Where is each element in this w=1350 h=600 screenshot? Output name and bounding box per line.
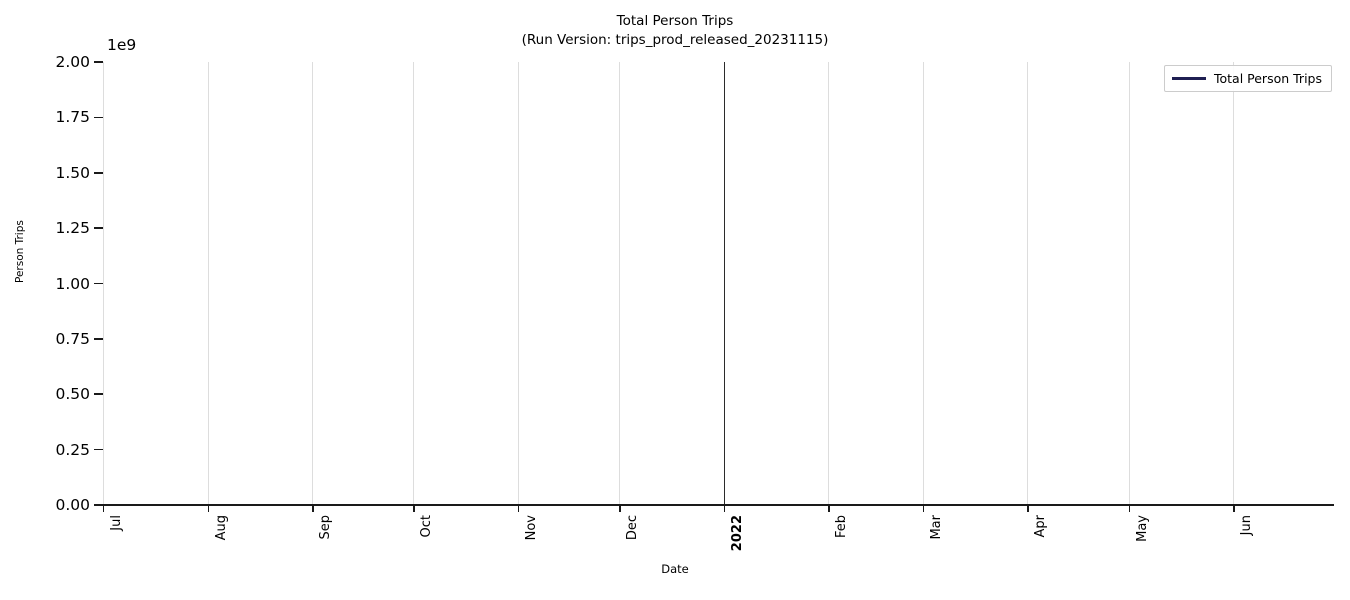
x-tick-label-apr: Apr — [1033, 515, 1049, 538]
chart-title-line-1: Total Person Trips — [616, 13, 734, 29]
x-tick-mark-nov — [517, 505, 520, 512]
x-tick-mark-2022 — [723, 505, 726, 512]
gridline-nov — [517, 62, 519, 505]
gridline-2022 — [723, 62, 725, 505]
gridline-mar — [922, 62, 924, 505]
x-tick-label-sep: Sep — [318, 515, 334, 540]
x-tick-mark-may — [1128, 505, 1130, 512]
gridline-feb — [828, 62, 830, 505]
legend-swatch-total-person-trips — [1171, 76, 1206, 81]
plot-area: 0.00 0.25 0.50 0.75 1.00 1.25 1.50 1.75 2.00 Jul… — [55, 53, 1334, 551]
y-tick-label-1.50: 1.50 — [55, 163, 90, 182]
x-tick-mark-jun — [1233, 505, 1235, 512]
y-tick-mark-1.25 — [94, 227, 103, 229]
x-tick-mark-apr — [1027, 505, 1029, 512]
gridline-apr — [1027, 62, 1029, 505]
x-tick-label-oct: Oct — [419, 515, 435, 538]
gridline-aug — [207, 62, 209, 505]
y-axis-offset-text: 1e9 — [107, 36, 137, 54]
x-tick-mark-feb — [828, 505, 830, 512]
x-tick-label-jul: Jul — [109, 515, 124, 531]
y-tick-label-1.00: 1.00 — [55, 274, 90, 293]
gridline-may — [1128, 62, 1130, 505]
chart-legend[interactable]: Total Person Trips — [1163, 65, 1332, 92]
gridline-oct — [413, 62, 415, 505]
y-tick-mark-1.50 — [94, 171, 103, 174]
y-tick-mark-2.00 — [94, 61, 103, 63]
x-tick-mark-sep — [312, 505, 314, 512]
y-tick-mark-0.25 — [94, 448, 103, 451]
x-tick-label-mar: Mar — [928, 515, 944, 540]
y-tick-label-0.75: 0.75 — [55, 329, 90, 348]
chart-title: Total Person Trips (Run Version: trips_p… — [0, 12, 1350, 50]
x-tick-mark-jul — [103, 505, 105, 512]
y-tick-label-1.75: 1.75 — [55, 108, 90, 127]
y-tick-mark-1.00 — [94, 282, 103, 285]
y-tick-label-0.50: 0.50 — [55, 385, 90, 404]
y-tick-label-0.00: 0.00 — [55, 496, 90, 514]
y-tick-label-2.00: 2.00 — [55, 53, 90, 71]
gridline-jul — [103, 62, 104, 505]
x-tick-label-may: May — [1134, 515, 1150, 542]
gridline-dec — [619, 62, 621, 505]
x-tick-mark-aug — [207, 505, 209, 512]
x-tick-label-dec: Dec — [625, 515, 641, 541]
y-tick-mark-1.75 — [94, 116, 103, 119]
x-tick-label-aug: Aug — [213, 515, 229, 541]
x-tick-label-feb: Feb — [834, 515, 850, 539]
y-axis-label: Person Trips — [14, 220, 26, 283]
y-tick-mark-0.50 — [94, 393, 103, 396]
y-tick-label-0.25: 0.25 — [55, 440, 90, 459]
x-tick-mark-dec — [619, 505, 621, 512]
x-axis-label: Date — [661, 562, 689, 576]
y-tick-label-1.25: 1.25 — [55, 219, 90, 238]
x-tick-label-jun: Jun — [1239, 515, 1255, 536]
x-tick-mark-mar — [922, 505, 925, 512]
gridline-sep — [312, 62, 314, 505]
plot-background — [103, 62, 1331, 505]
chart-title-line-2: (Run Version: trips_prod_released_202311… — [521, 32, 829, 48]
x-axis-spine — [94, 503, 1334, 506]
x-tick-label-2022: 2022 — [729, 515, 745, 552]
x-tick-mark-oct — [413, 505, 415, 512]
y-tick-mark-0.75 — [94, 338, 103, 340]
legend-label-total-person-trips: Total Person Trips — [1213, 71, 1322, 86]
x-tick-label-nov: Nov — [523, 515, 539, 541]
gridline-jun — [1233, 62, 1235, 505]
